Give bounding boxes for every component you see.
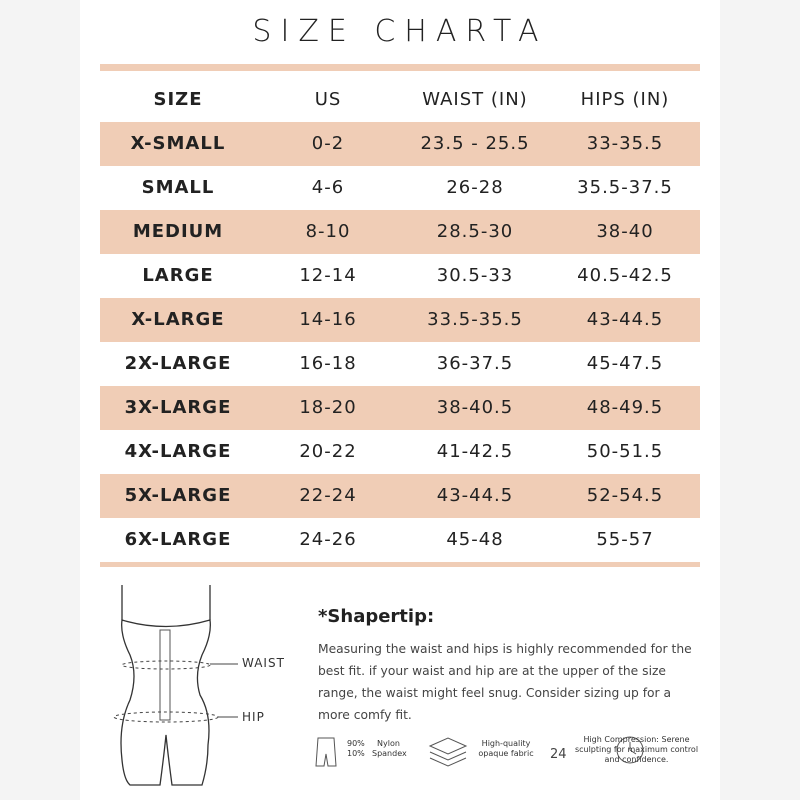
cell: US <box>314 89 342 110</box>
size-row: X-SMALL 0-2 23.5 - 25.5 33-35.5 <box>100 122 700 166</box>
cell: 3X-LARGE <box>124 397 232 418</box>
cell: 30.5-33 <box>436 265 514 286</box>
cell: 4-6 <box>311 177 345 198</box>
cell: SIZE <box>153 89 203 110</box>
cell: 35.5-37.5 <box>577 177 673 198</box>
cell: 26-28 <box>446 177 504 198</box>
tip-text: Measuring the waist and hips is highly r… <box>318 642 692 722</box>
cell: MEDIUM <box>132 221 224 242</box>
cell: 24-26 <box>299 529 357 550</box>
cell: X-LARGE <box>131 309 225 330</box>
cell: 14-16 <box>299 309 357 330</box>
title: SIZE CHARTA <box>252 14 548 49</box>
percent-2: 10% <box>347 749 365 758</box>
header-row: SIZE US WAIST (IN) HIPS (IN) <box>100 78 700 122</box>
cell: 43-44.5 <box>436 485 514 506</box>
cell: 4X-LARGE <box>124 441 232 462</box>
size-row: 3X-LARGE 18-20 38-40.5 48-49.5 <box>100 386 700 430</box>
cell: 5X-LARGE <box>124 485 232 506</box>
sheet: SIZE CHARTA SIZE US WAIST (IN) HIPS (IN) X-S… <box>80 0 720 800</box>
cell: 23.5 - 25.5 <box>420 133 530 154</box>
size-row: 6X-LARGE 24-26 45-48 55-57 <box>100 518 700 562</box>
cell: 6X-LARGE <box>124 529 232 550</box>
cell: 41-42.5 <box>436 441 514 462</box>
cell: 52-54.5 <box>586 485 664 506</box>
tip-title: *Shapertip: <box>318 606 435 627</box>
size-row: 4X-LARGE 20-22 41-42.5 50-51.5 <box>100 430 700 474</box>
cell: 8-10 <box>305 221 351 242</box>
size-row: LARGE 12-14 30.5-33 40.5-42.5 <box>100 254 700 298</box>
cell: 55-57 <box>596 529 654 550</box>
cell: 50-51.5 <box>586 441 664 462</box>
cell: 0-2 <box>311 133 345 154</box>
waist-label: WAIST <box>242 656 285 670</box>
cell: 33-35.5 <box>586 133 664 154</box>
cell: HIPS (IN) <box>580 89 670 110</box>
cell: 16-18 <box>299 353 357 374</box>
cell: 28.5-30 <box>436 221 514 242</box>
compression-text: High Compression: Serene sculpting for m… <box>574 735 699 764</box>
size-row: SMALL 4-6 26-28 35.5-37.5 <box>100 166 700 210</box>
cell: 33.5-35.5 <box>427 309 523 330</box>
cell: 38-40.5 <box>436 397 514 418</box>
cell: 2X-LARGE <box>124 353 232 374</box>
cell: LARGE <box>142 265 214 286</box>
hip-label: HIP <box>242 710 265 724</box>
size-row: 5X-LARGE 22-24 43-44.5 52-54.5 <box>100 474 700 518</box>
fiber-1: Nylon <box>377 739 400 748</box>
cell: 18-20 <box>299 397 357 418</box>
bodysuit-diagram <box>113 585 238 786</box>
cell: 45-48 <box>446 529 504 550</box>
size-row: 2X-LARGE 16-18 36-37.5 45-47.5 <box>100 342 700 386</box>
bottom-bar <box>100 562 700 567</box>
cell: 45-47.5 <box>586 353 664 374</box>
top-bar <box>100 64 700 71</box>
fabric-text: High-quality opaque fabric <box>478 739 534 758</box>
cell: 38-40 <box>596 221 654 242</box>
fiber-2: Spandex <box>372 749 407 758</box>
cell: SMALL <box>141 177 215 198</box>
cell: 20-22 <box>299 441 357 462</box>
cell: 43-44.5 <box>586 309 664 330</box>
cell: 40.5-42.5 <box>577 265 673 286</box>
percent-1: 90% <box>347 739 365 748</box>
cell: 12-14 <box>299 265 357 286</box>
hours: 24 <box>550 747 567 762</box>
cell: 48-49.5 <box>586 397 664 418</box>
size-row: MEDIUM 8-10 28.5-30 38-40 <box>100 210 700 254</box>
size-row: X-LARGE 14-16 33.5-35.5 43-44.5 <box>100 298 700 342</box>
cell: 36-37.5 <box>436 353 514 374</box>
feature-icons <box>315 736 644 767</box>
cell: WAIST (IN) <box>422 89 528 110</box>
cell: X-SMALL <box>130 133 226 154</box>
cell: 22-24 <box>299 485 357 506</box>
